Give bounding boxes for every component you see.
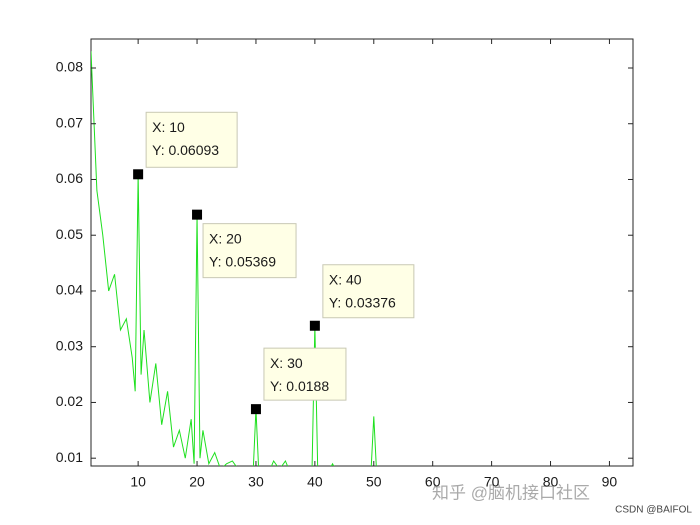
y-tick-label: 0.03 <box>56 337 83 353</box>
x-tick-label: 10 <box>130 474 146 490</box>
y-tick-label: 0.05 <box>56 226 83 242</box>
datatip-box <box>322 264 415 319</box>
datatip-box <box>202 223 297 279</box>
x-tick-label: 70 <box>484 474 500 490</box>
datatip-box <box>263 347 347 401</box>
x-tick-label: 30 <box>248 474 264 490</box>
watermark: CSDN @BAIFOL <box>615 505 692 516</box>
y-tick-label: 0.04 <box>56 282 83 298</box>
y-tick-label: 0.07 <box>56 114 83 130</box>
x-tick-label: 90 <box>602 474 618 490</box>
datatip-x: X: 20 <box>209 230 242 246</box>
x-tick-label: 50 <box>366 474 382 490</box>
datatip-marker <box>250 404 261 415</box>
y-tick-label: 0.02 <box>56 393 83 409</box>
datatip-y: Y: 0.06093 <box>152 142 219 158</box>
datatip-y: Y: 0.0188 <box>270 378 329 394</box>
datatip-marker <box>133 169 144 180</box>
x-tick-label: 40 <box>307 474 323 490</box>
y-tick-label: 0.08 <box>56 59 83 75</box>
x-tick-label: 20 <box>189 474 205 490</box>
datatip-x: X: 30 <box>270 355 303 371</box>
datatip-y: Y: 0.03376 <box>329 294 396 310</box>
y-tick-label: 0.06 <box>56 170 83 186</box>
x-tick-label: 60 <box>425 474 441 490</box>
watermark: 知乎 @脑机接口社区 <box>432 483 590 502</box>
datatip-marker <box>192 209 203 220</box>
y-tick-label: 0.01 <box>56 449 83 465</box>
datatip-box <box>145 111 238 168</box>
datatip-y: Y: 0.05369 <box>209 253 276 269</box>
datatip-x: X: 40 <box>329 271 362 287</box>
plot-box <box>90 38 634 467</box>
datatip-x: X: 10 <box>152 119 185 135</box>
datatip-marker <box>309 320 320 331</box>
x-tick-label: 80 <box>543 474 559 490</box>
